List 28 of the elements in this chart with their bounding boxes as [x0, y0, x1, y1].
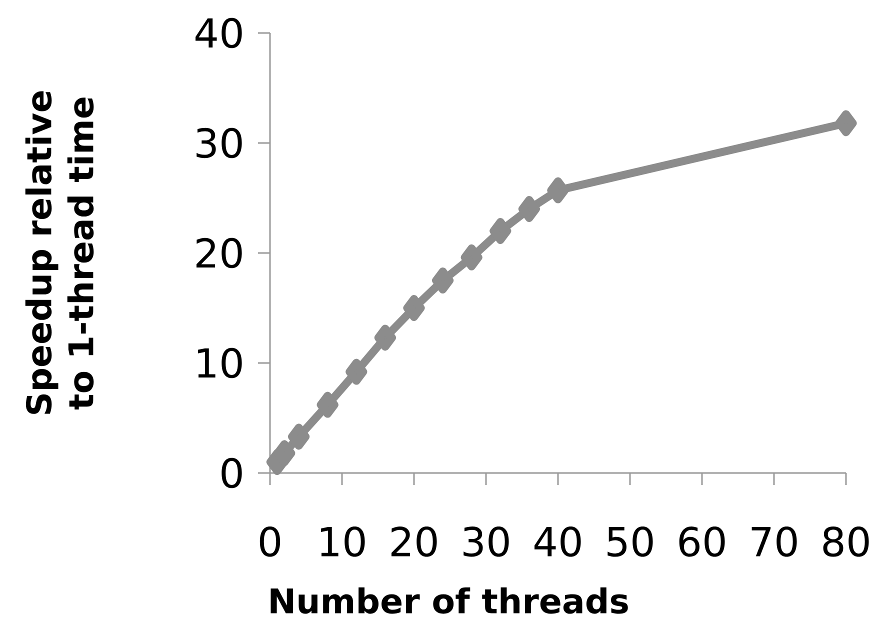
point	[518, 196, 540, 222]
point	[547, 177, 569, 204]
x-tick-label: 30	[464, 526, 509, 557]
point	[288, 424, 310, 450]
y-tick-label: 0	[222, 458, 242, 488]
point	[432, 267, 454, 294]
x-tick-label: 60	[679, 526, 725, 557]
y-tick-label: 30	[196, 128, 242, 158]
y-tick-label: 20	[196, 238, 242, 268]
point	[274, 440, 296, 466]
y-axis-title: Speedup relative to 1-thread time	[25, 91, 94, 414]
x-tick-label: 0	[260, 526, 280, 557]
x-tick-label: 70	[752, 526, 797, 557]
x-tick-label: 20	[391, 526, 437, 557]
x-axis-title: Number of threads	[270, 587, 628, 614]
point	[346, 358, 368, 385]
point	[316, 392, 338, 418]
point	[460, 244, 482, 270]
x-tick-label: 80	[823, 526, 869, 557]
y-tick-label: 10	[198, 348, 242, 378]
x-tick-label: 50	[608, 526, 653, 557]
point	[374, 324, 396, 351]
y-tick-label: 40	[196, 18, 242, 48]
x-tick-label: 40	[534, 526, 581, 557]
point	[835, 110, 857, 136]
point	[403, 294, 425, 321]
point	[490, 218, 512, 244]
x-tick-label: 10	[320, 526, 365, 557]
